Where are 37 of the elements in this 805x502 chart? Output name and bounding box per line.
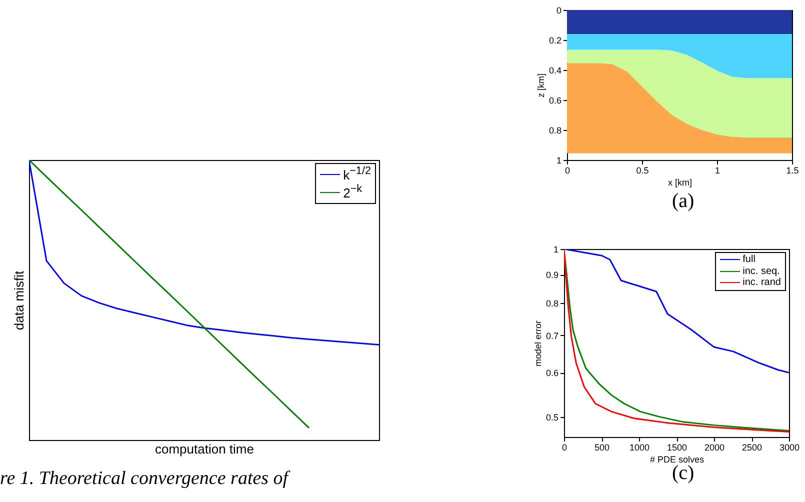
y-tick-label: 1 [556,156,562,166]
x-tick-label: 0.5 [636,166,649,176]
legend-label: full [742,254,756,266]
y-tick-label: 0.8 [548,126,562,136]
x-tick-label: 1.5 [786,166,799,176]
y-tick-label: 0.8 [546,298,558,309]
y-axis-title: model error [532,320,543,367]
x-axis-title: x [km] [668,178,692,188]
line-series [564,249,789,374]
x-tick-label: 2500 [742,442,762,452]
x-tick-label: 500 [594,442,610,452]
text: (a) [672,190,694,213]
y-tick-label: 0.7 [546,330,558,341]
y-tick-label: 0.6 [546,368,558,378]
y-tick-label: 0 [556,6,562,16]
y-axis-title: z [km] [536,74,546,98]
x-axis-title: computation time [155,442,254,456]
y-tick-label: 0.2 [548,36,562,46]
y-tick-label: 0.5 [546,412,558,422]
x-axis-title: # PDE solves [650,454,705,464]
y-tick-label: 1 [553,244,558,254]
y-tick-label: 0.6 [548,96,562,106]
x-tick-label: 1000 [629,442,650,452]
x-tick-label: 3000 [779,442,800,452]
x-tick-label: 1 [714,166,720,176]
x-tick-label: 0 [564,166,570,176]
y-axis-title: data misfit [12,270,26,330]
text: re 1. Theoretical convergence rates of [0,468,288,490]
text: (c) [672,462,694,485]
y-tick-label: 0.9 [546,270,558,280]
legend-label: inc. rand [742,277,781,288]
x-tick-label: 2000 [704,442,725,452]
x-tick-label: 1500 [666,442,688,452]
legend-label: 2$^{−k}$ [343,183,362,202]
legend-label: k$^{−1/2}$ [343,165,371,184]
y-tick-label: 0.4 [548,66,562,76]
legend-label: inc. seq. [742,266,780,277]
